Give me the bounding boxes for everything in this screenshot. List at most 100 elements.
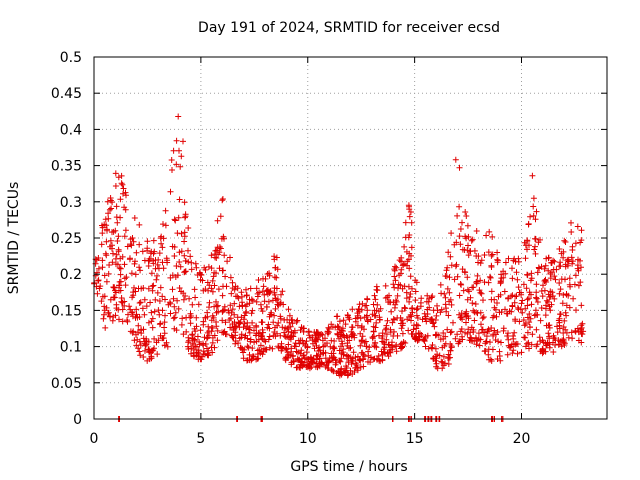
data-point [151,335,158,342]
data-point [298,358,305,365]
data-point [460,287,467,294]
data-point [553,266,560,273]
data-point [116,265,123,271]
data-point [526,345,532,352]
data-point [397,270,404,277]
data-point [559,337,566,344]
data-point [227,274,234,281]
data-point [430,355,437,362]
data-point [120,190,126,197]
data-point [485,346,492,353]
data-point [221,303,228,310]
data-point [311,345,318,352]
data-point [366,344,373,351]
data-point [259,288,266,295]
data-point [434,365,441,372]
data-point [412,335,418,342]
data-point [556,315,563,322]
data-point [403,248,410,255]
data-point [542,312,549,319]
data-point [254,290,261,297]
data-point [568,219,574,226]
data-point [106,206,113,213]
data-point [542,340,549,347]
data-point [409,285,415,292]
data-point [524,238,531,245]
data-point [531,312,538,319]
data-point [159,293,166,300]
data-point [526,242,532,249]
data-point [180,138,186,145]
data-point [545,254,552,261]
data-point [272,305,279,312]
data-point [121,298,128,305]
data-point [309,358,316,364]
data-point [212,254,218,261]
data-point [138,330,145,337]
data-point [113,301,120,308]
data-point [193,314,200,321]
data-point [214,217,221,224]
data-point [354,322,361,329]
data-point [231,319,238,326]
data-point [155,307,162,314]
data-point [578,302,585,309]
data-point [105,215,112,222]
data-point [354,353,361,360]
data-point [440,330,447,336]
data-point [429,342,436,348]
data-point [565,256,572,263]
data-point [510,347,517,354]
data-point [158,233,165,240]
data-point [424,332,431,339]
data-point [388,342,395,349]
data-point [442,273,449,279]
data-point [210,273,217,280]
data-point [114,219,121,226]
data-point [186,295,193,302]
data-point [446,298,453,305]
data-point [404,258,411,265]
data-point [122,282,129,289]
data-point [526,319,533,326]
data-point [374,287,381,294]
data-point [405,202,412,209]
y-axis-label: SRMTID / TECUs [6,182,22,295]
data-point [494,249,501,256]
data-point [162,312,168,319]
data-point [179,315,186,322]
data-point [469,300,476,307]
data-point [219,307,226,314]
data-point [462,209,469,215]
data-point [477,260,484,267]
data-point [291,358,297,365]
data-point [288,333,295,340]
data-point [383,331,390,338]
data-point [306,360,313,367]
data-point [180,296,187,303]
data-point [112,287,118,294]
data-point [170,315,177,322]
data-point [398,320,404,327]
data-point [127,306,134,313]
data-point [418,295,425,302]
data-point [565,334,572,341]
data-point [115,233,122,240]
data-point [442,294,449,301]
data-point [560,248,567,255]
data-point [187,320,194,327]
data-point [182,214,188,221]
data-point [286,312,293,319]
data-point [568,229,575,235]
data-point [350,349,357,356]
data-point [364,312,370,319]
data-point [244,323,251,330]
data-point [194,333,201,340]
data-point [136,314,143,320]
data-point [372,296,379,303]
data-point [99,230,106,237]
data-point [202,286,209,293]
data-point [370,301,377,308]
data-point [229,279,236,286]
data-point [408,252,414,259]
